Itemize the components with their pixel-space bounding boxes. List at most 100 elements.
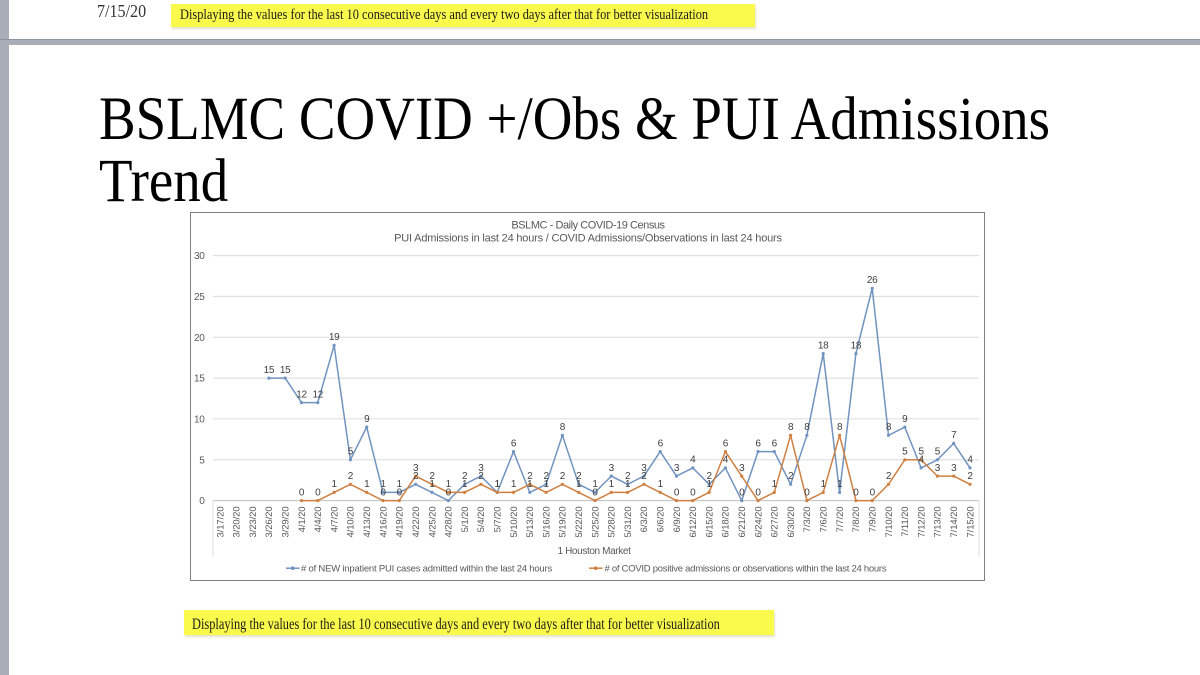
svg-text:5: 5 (348, 447, 354, 458)
svg-text:3/20/20: 3/20/20 (232, 507, 243, 538)
svg-text:1: 1 (429, 479, 435, 490)
svg-text:8: 8 (837, 422, 843, 433)
svg-text:7: 7 (951, 430, 957, 441)
svg-text:1: 1 (772, 479, 778, 490)
svg-text:0: 0 (380, 487, 386, 498)
svg-text:1: 1 (543, 479, 549, 490)
svg-text:6/18/20: 6/18/20 (721, 507, 732, 538)
svg-text:4/22/20: 4/22/20 (411, 507, 422, 538)
svg-text:5/19/20: 5/19/20 (558, 507, 569, 538)
svg-text:5/13/20: 5/13/20 (525, 507, 536, 538)
svg-text:3: 3 (951, 463, 957, 474)
svg-text:5/10/20: 5/10/20 (509, 507, 520, 538)
svg-text:0: 0 (397, 487, 403, 498)
svg-text:6/15/20: 6/15/20 (704, 507, 715, 538)
svg-text:5: 5 (935, 447, 941, 458)
svg-text:7/13/20: 7/13/20 (933, 507, 944, 538)
svg-text:7/15/20: 7/15/20 (965, 507, 976, 538)
svg-text:1: 1 (462, 479, 468, 490)
svg-text:4/16/20: 4/16/20 (378, 507, 389, 538)
svg-text:3: 3 (641, 463, 647, 474)
svg-text:6/24/20: 6/24/20 (753, 507, 764, 538)
svg-text:10: 10 (194, 414, 205, 425)
svg-text:15: 15 (194, 374, 205, 385)
svg-text:0: 0 (804, 487, 810, 498)
svg-text:5/31/20: 5/31/20 (623, 507, 634, 538)
svg-text:# of NEW inpatient PUI cases a: # of NEW inpatient PUI cases admitted wi… (301, 564, 552, 575)
svg-text:4: 4 (918, 455, 924, 466)
svg-text:PUI Admissions in last 24 hour: PUI Admissions in last 24 hours / COVID … (394, 233, 782, 245)
svg-text:6/21/20: 6/21/20 (737, 507, 748, 538)
svg-text:5: 5 (902, 447, 908, 458)
svg-text:2: 2 (348, 471, 354, 482)
svg-text:2: 2 (527, 471, 533, 482)
svg-text:4/4/20: 4/4/20 (313, 507, 324, 533)
svg-text:4/25/20: 4/25/20 (427, 507, 438, 538)
svg-text:2: 2 (560, 471, 566, 482)
svg-text:5/16/20: 5/16/20 (541, 507, 552, 538)
svg-text:8: 8 (804, 422, 810, 433)
svg-text:5/1/20: 5/1/20 (460, 507, 471, 533)
svg-text:5/25/20: 5/25/20 (590, 507, 601, 538)
svg-text:7/6/20: 7/6/20 (819, 507, 830, 533)
svg-text:1: 1 (706, 479, 712, 490)
svg-text:5/28/20: 5/28/20 (607, 507, 618, 538)
svg-text:1: 1 (380, 479, 386, 490)
svg-text:3/23/20: 3/23/20 (248, 507, 259, 538)
svg-text:1: 1 (576, 479, 582, 490)
svg-text:30: 30 (194, 251, 205, 262)
svg-text:1 Houston Market: 1 Houston Market (557, 546, 631, 557)
svg-text:6: 6 (511, 438, 517, 449)
svg-text:4/13/20: 4/13/20 (362, 507, 373, 538)
svg-text:5/7/20: 5/7/20 (493, 507, 504, 533)
svg-text:0: 0 (853, 487, 859, 498)
svg-text:6/6/20: 6/6/20 (656, 507, 667, 533)
svg-text:1: 1 (837, 479, 843, 490)
svg-text:18: 18 (851, 340, 862, 351)
svg-text:6/12/20: 6/12/20 (688, 507, 699, 538)
svg-text:1: 1 (625, 479, 631, 490)
svg-text:2: 2 (886, 471, 892, 482)
svg-text:19: 19 (329, 332, 340, 343)
svg-text:8: 8 (560, 422, 566, 433)
svg-text:6/30/20: 6/30/20 (786, 507, 797, 538)
svg-text:7/3/20: 7/3/20 (802, 507, 813, 533)
svg-text:3: 3 (674, 463, 680, 474)
svg-text:6/27/20: 6/27/20 (770, 507, 781, 538)
svg-text:4/10/20: 4/10/20 (346, 507, 357, 538)
svg-text:6/9/20: 6/9/20 (672, 507, 683, 533)
svg-text:3/26/20: 3/26/20 (264, 507, 275, 538)
svg-text:1: 1 (527, 479, 533, 490)
svg-text:1: 1 (592, 479, 598, 490)
svg-text:6: 6 (772, 438, 778, 449)
svg-text:26: 26 (867, 275, 878, 286)
svg-text:2: 2 (641, 471, 647, 482)
svg-text:25: 25 (194, 292, 205, 303)
svg-text:2: 2 (788, 471, 794, 482)
svg-text:4/28/20: 4/28/20 (444, 507, 455, 538)
svg-text:3/17/20: 3/17/20 (215, 507, 226, 538)
svg-text:2: 2 (706, 471, 712, 482)
svg-text:8: 8 (886, 422, 892, 433)
svg-text:4: 4 (723, 455, 729, 466)
svg-text:7/9/20: 7/9/20 (868, 507, 879, 533)
svg-text:2: 2 (478, 471, 484, 482)
svg-text:3/29/20: 3/29/20 (281, 507, 292, 538)
svg-text:0: 0 (870, 487, 876, 498)
svg-text:4/19/20: 4/19/20 (395, 507, 406, 538)
svg-text:BSLMC - Daily COVID-19 Census: BSLMC - Daily COVID-19 Census (511, 219, 665, 231)
svg-text:9: 9 (364, 414, 370, 425)
svg-text:2: 2 (543, 471, 549, 482)
svg-text:12: 12 (296, 389, 307, 400)
svg-text:6/3/20: 6/3/20 (639, 507, 650, 533)
svg-text:5/22/20: 5/22/20 (574, 507, 585, 538)
svg-text:7/14/20: 7/14/20 (949, 507, 960, 538)
svg-text:20: 20 (194, 333, 205, 344)
svg-text:12: 12 (313, 389, 324, 400)
svg-text:3: 3 (609, 463, 615, 474)
svg-text:1: 1 (446, 479, 452, 490)
svg-text:1: 1 (331, 479, 337, 490)
svg-text:4: 4 (690, 455, 696, 466)
svg-text:2: 2 (462, 471, 468, 482)
svg-text:4/7/20: 4/7/20 (329, 507, 340, 533)
